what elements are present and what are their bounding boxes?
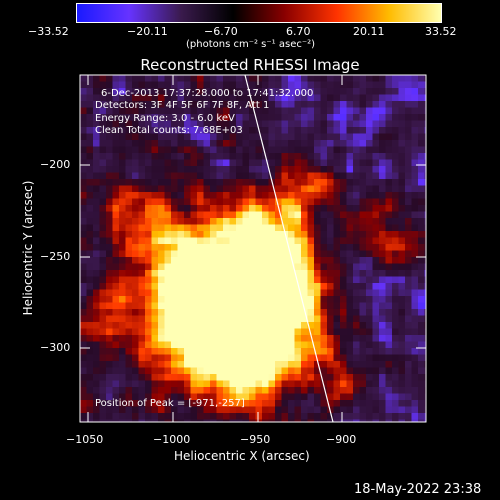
energy-range: Energy Range: 3.0 - 6.0 keV — [95, 113, 235, 124]
plot-title: Reconstructed RHESSI Image — [140, 56, 360, 74]
colorbar-tick-label: 6.70 — [286, 25, 311, 38]
peak-position: Position of Peak = [-971,-257] — [95, 398, 245, 409]
colorbar-tick-label: 33.52 — [425, 25, 457, 38]
time-range: 6-Dec-2013 17:37:28.000 to 17:41:32.000 — [101, 88, 314, 99]
clean-counts: Clean Total counts: 7.68E+03 — [95, 125, 243, 136]
solar-limb-line — [244, 74, 334, 423]
x-tick-label: −900 — [326, 433, 357, 446]
colorbar-tick-label: −33.52 — [28, 25, 69, 38]
x-tick-label: −1000 — [153, 433, 191, 446]
rhessi-image — [80, 75, 426, 422]
detectors-info: Detectors: 3F 4F 5F 6F 7F 8F, Att 1 — [95, 100, 270, 111]
x-tick-label: −950 — [240, 433, 271, 446]
colorbar-units: (photons cm⁻² s⁻¹ asec⁻²) — [186, 39, 316, 50]
y-tick-label: −300 — [40, 341, 71, 354]
y-tick-label: −250 — [40, 250, 71, 263]
colorbar — [76, 3, 442, 23]
y-axis-label: Heliocentric Y (arcsec) — [21, 180, 35, 316]
colorbar-tick-label: 20.11 — [353, 25, 385, 38]
colorbar-tick-label: −20.11 — [127, 25, 168, 38]
image-map — [80, 75, 426, 422]
timestamp: 18-May-2022 23:38 — [354, 482, 482, 497]
colorbar-tick-label: −6.70 — [204, 25, 238, 38]
colorbar-gradient — [77, 4, 441, 22]
x-axis-label: Heliocentric X (arcsec) — [174, 449, 310, 463]
y-tick-label: −200 — [40, 158, 71, 171]
x-tick-label: −1050 — [66, 433, 104, 446]
